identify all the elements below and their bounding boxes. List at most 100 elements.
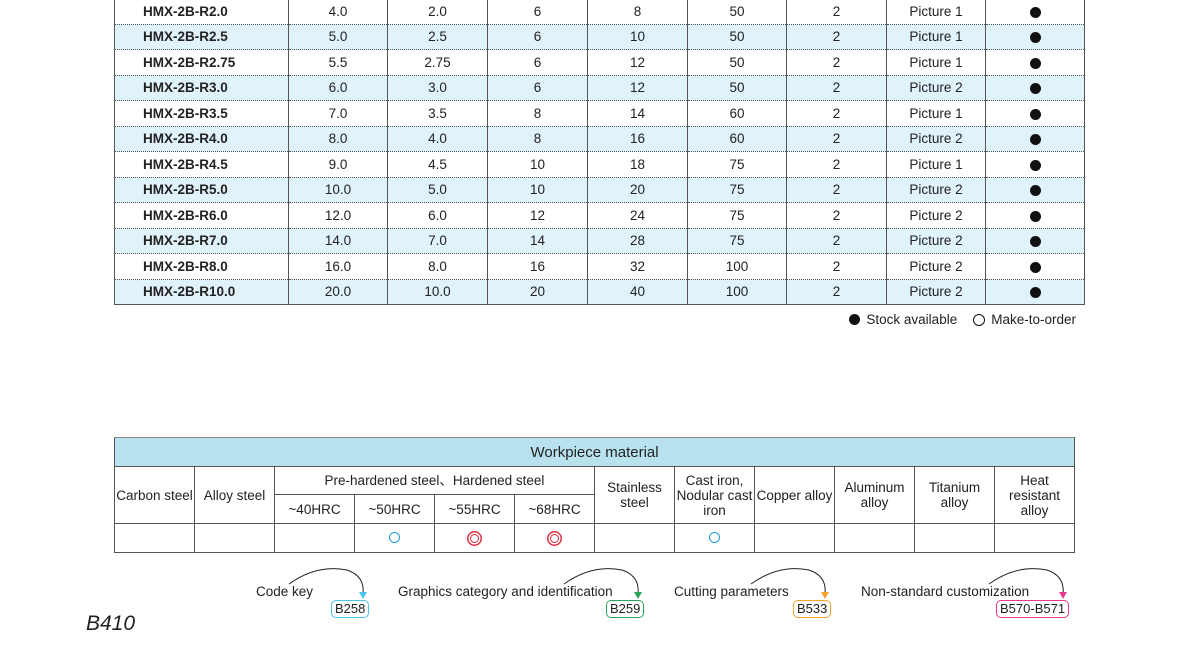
table-row: HMX-2B-R5.0 10.0 5.0 10 20 75 2 Picture 2 xyxy=(114,177,1085,203)
table-cell: 100 xyxy=(687,253,787,280)
table-cell: 4.0 xyxy=(387,126,488,152)
table-cell: 2 xyxy=(786,151,887,178)
workpiece-material-table: Workpiece material Carbon steel Alloy st… xyxy=(113,437,1076,553)
table-cell: 6 xyxy=(487,49,588,76)
legend-order: Make-to-order xyxy=(991,312,1076,327)
table-cell: HMX-2B-R2.5 xyxy=(114,24,289,50)
table-cell: 2 xyxy=(786,49,887,76)
stock-status xyxy=(985,151,1085,178)
ref-label: Non-standard customization xyxy=(861,584,1030,599)
page-number: B410 xyxy=(86,612,136,635)
col-hrc55: ~55HRC xyxy=(434,494,515,524)
stock-dot-icon xyxy=(1029,261,1041,273)
table-cell: 2 xyxy=(786,100,887,127)
suitability-cell xyxy=(834,523,915,553)
table-cell: Picture 1 xyxy=(886,0,986,25)
stock-dot-icon xyxy=(1029,57,1041,69)
arrow-icon xyxy=(563,568,642,599)
ref-label: Cutting parameters xyxy=(674,584,789,599)
table-cell: 20.0 xyxy=(288,279,388,305)
table-cell: Picture 2 xyxy=(886,126,986,152)
table-cell: Picture 2 xyxy=(886,279,986,305)
stock-status xyxy=(985,177,1085,203)
col-hrc50: ~50HRC xyxy=(354,494,435,524)
stock-dot-icon xyxy=(1029,236,1041,248)
table-cell: 75 xyxy=(687,177,787,203)
table-cell: HMX-2B-R3.0 xyxy=(114,75,289,101)
stock-status xyxy=(985,0,1085,25)
suitability-cell xyxy=(274,523,355,553)
table-cell: 8.0 xyxy=(387,253,488,280)
stock-status xyxy=(985,126,1085,152)
table-cell: 50 xyxy=(687,24,787,50)
table-cell: 100 xyxy=(687,279,787,305)
table-row: HMX-2B-R6.0 12.0 6.0 12 24 75 2 Picture 2 xyxy=(114,202,1085,229)
table-cell: 2 xyxy=(786,177,887,203)
table-cell: Picture 1 xyxy=(886,100,986,127)
table-cell: 2 xyxy=(786,75,887,101)
table-cell: 32 xyxy=(587,253,688,280)
suitability-cell xyxy=(993,523,1076,553)
suitability-cell xyxy=(914,523,995,553)
table-cell: Picture 1 xyxy=(886,24,986,50)
stock-dot-icon xyxy=(1029,32,1041,44)
double-circle-icon xyxy=(470,533,479,543)
table-row: HMX-2B-R7.0 14.0 7.0 14 28 75 2 Picture 2 xyxy=(114,228,1085,254)
table-cell: 40 xyxy=(587,279,688,305)
table-cell: HMX-2B-R10.0 xyxy=(114,279,289,305)
circle-icon xyxy=(709,531,720,543)
stock-dot-icon xyxy=(1029,185,1041,197)
table-cell: 8 xyxy=(487,126,588,152)
stock-status xyxy=(985,75,1085,101)
table-cell: 3.5 xyxy=(387,100,488,127)
stock-dot-icon xyxy=(1029,6,1041,18)
table-cell: 6.0 xyxy=(387,202,488,229)
table-cell: 10 xyxy=(587,24,688,50)
table-cell: 10 xyxy=(487,151,588,178)
page-ref-link[interactable]: B259 xyxy=(606,600,645,618)
table-cell: 12 xyxy=(487,202,588,229)
table-cell: 2 xyxy=(786,202,887,229)
suitability-cell xyxy=(514,523,595,553)
table-cell: 2 xyxy=(786,253,887,280)
table-row: HMX-2B-R10.0 20.0 10.0 20 40 100 2 Picture 2 xyxy=(114,279,1085,305)
suitability-cell xyxy=(194,523,275,553)
table-cell: HMX-2B-R2.75 xyxy=(114,49,289,76)
table-cell: 6 xyxy=(487,24,588,50)
col-copper: Copper alloy xyxy=(754,466,835,524)
table-cell: 14 xyxy=(487,228,588,254)
table-cell: 10 xyxy=(487,177,588,203)
table-cell: 50 xyxy=(687,75,787,101)
page-ref-link[interactable]: B533 xyxy=(793,600,832,618)
stock-status xyxy=(985,228,1085,254)
page-ref-link[interactable]: B570-B571 xyxy=(996,600,1070,618)
table-cell: 14.0 xyxy=(288,228,388,254)
table-cell: 10.0 xyxy=(387,279,488,305)
table-cell: 8 xyxy=(487,100,588,127)
table-row: HMX-2B-R4.0 8.0 4.0 8 16 60 2 Picture 2 xyxy=(114,126,1085,152)
table-cell: 18 xyxy=(587,151,688,178)
table-cell: 2.75 xyxy=(387,49,488,76)
page-ref-link[interactable]: B258 xyxy=(331,600,370,618)
workpiece-title: Workpiece material xyxy=(113,437,1076,467)
ref-label: Graphics category and identification xyxy=(398,584,613,599)
table-cell: 2.0 xyxy=(387,0,488,25)
table-cell: 75 xyxy=(687,202,787,229)
table-cell: Picture 2 xyxy=(886,253,986,280)
table-cell: 20 xyxy=(587,177,688,203)
table-cell: 2 xyxy=(786,0,887,25)
table-cell: 28 xyxy=(587,228,688,254)
stock-status xyxy=(985,100,1085,127)
table-cell: 75 xyxy=(687,151,787,178)
table-cell: 2 xyxy=(786,24,887,50)
col-heat: Heat resistant alloy xyxy=(993,466,1076,524)
table-cell: Picture 2 xyxy=(886,177,986,203)
table-row: HMX-2B-R4.5 9.0 4.5 10 18 75 2 Picture 1 xyxy=(114,151,1085,178)
table-cell: 12.0 xyxy=(288,202,388,229)
table-cell: 16 xyxy=(487,253,588,280)
arrow-icon xyxy=(988,568,1067,599)
suitability-cell xyxy=(674,523,755,553)
table-row: HMX-2B-R2.0 4.0 2.0 6 8 50 2 Picture 1 xyxy=(114,0,1085,25)
circle-icon xyxy=(389,531,400,543)
table-cell: 6 xyxy=(487,75,588,101)
